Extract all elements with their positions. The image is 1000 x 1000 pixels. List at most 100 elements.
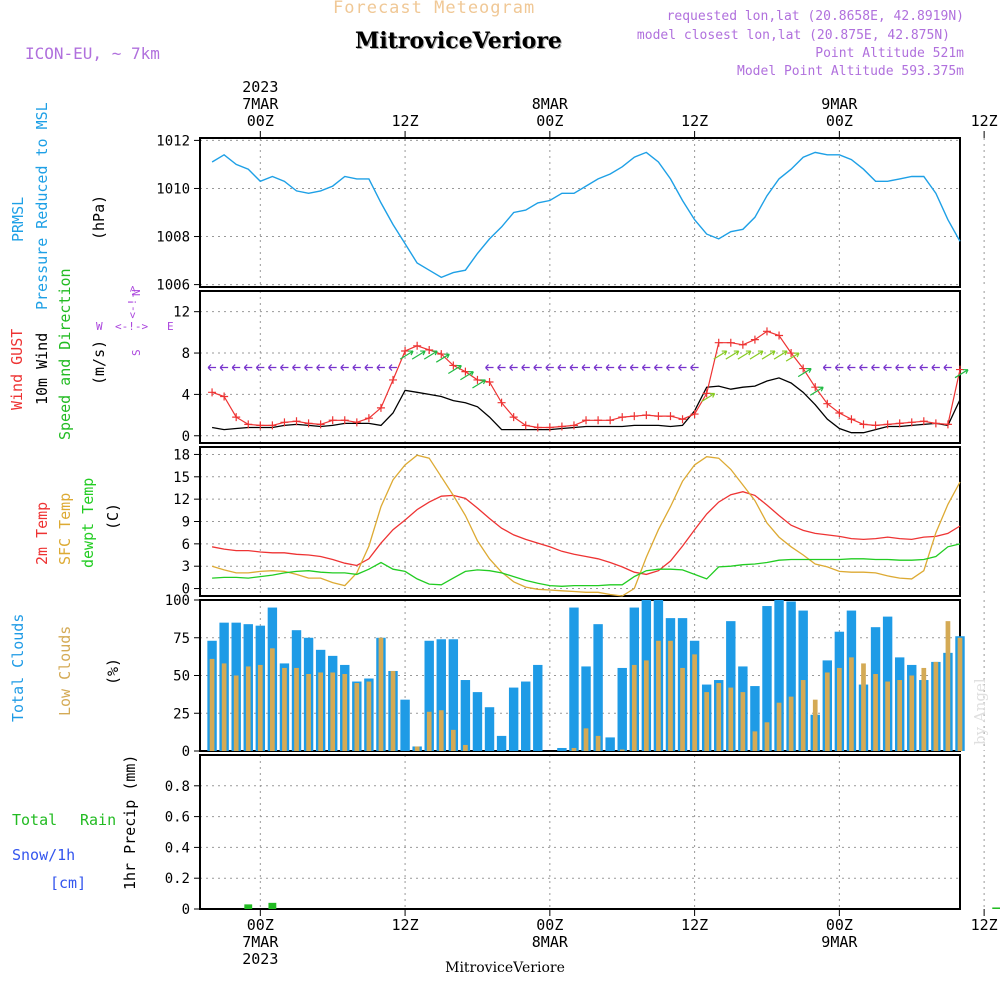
low-cloud-bar [330,672,336,751]
precip-frame [199,754,961,910]
wind-gust-point [292,417,301,426]
wind-gust-point [557,422,566,431]
total-cloud-bar [605,737,615,751]
wind-gust-point [907,418,916,427]
wind-gust-point [497,398,506,407]
y-tick-label: 4 [182,387,190,403]
wind-gust-point [943,420,952,429]
wind-direction-arrow [533,364,542,371]
low-cloud-bar [342,673,348,751]
wind-direction-arrow [472,379,486,389]
watermark: by Angel [971,678,989,745]
top-time-label: 9MAR [821,95,858,113]
low-cloud-bar [450,729,456,751]
wind-direction-arrow [847,364,856,371]
top-time-label: 12Z [392,112,419,130]
low-cloud-bar [873,673,878,751]
clouds-panel: 0 25 50 75 100 [165,593,985,760]
wind-direction-arrow [725,350,740,360]
pressure-panel: 1006 1008 1010 1012 [156,133,985,294]
wind-direction-arrow [581,364,591,371]
requested-coords: requested lon,lat (20.8658E, 42.8919N) [666,9,964,24]
low-cloud-bar [438,710,444,751]
wind-gust-point [847,415,856,424]
wind-gust-point [690,410,699,419]
low-cloud-bar [595,735,601,751]
low-cloud-bar [306,673,311,751]
low-cloud-bar [390,670,396,751]
y-tick-label: 0.2 [165,871,190,887]
wind-gust-point [931,419,940,428]
wind-direction-arrow [943,364,952,371]
low-cloud-bar [619,749,625,751]
y-tick-label: 0 [182,429,190,445]
low-cloud-bar [631,664,637,751]
wind-direction-arrow [207,364,217,371]
total-cloud-bar [400,699,410,751]
wind-gust-line [211,330,961,429]
wind-direction-arrow [423,350,438,360]
rain-bar [268,902,277,909]
low-cloud-bar [209,658,215,751]
wind-gust-point [799,364,808,373]
wind-direction-arrow [352,364,361,371]
wind-gust-point [775,331,784,340]
wind-gust-point [485,377,494,386]
precip-unit: 1hr Precip (mm) [121,755,139,890]
wind-gust-point [268,421,277,430]
wind-direction-label: Speed and Direction [56,268,74,440]
temp-2m-label: 2m Temp [33,502,51,565]
wind-gust-point [919,417,928,426]
wind-gust-point [678,415,687,424]
wind-frame [199,290,961,444]
y-tick-label: 8 [182,346,190,362]
y-tick-label: 1012 [156,133,190,149]
low-cloud-bar [861,663,866,751]
top-time-label: 00Z [247,112,274,130]
wind-gust-point [304,419,313,428]
temp-dewpt-line [212,543,961,587]
bottom-time-label: 9MAR [821,933,858,951]
low-cloud-bar [294,667,299,751]
total-cloud-bar [774,600,784,751]
wind-gust-point [280,418,289,427]
top-time-label: 00Z [536,112,563,130]
wind-direction-arrow [761,350,776,360]
y-tick-label: 0 [182,582,190,598]
place-title: MitroviceVeriore [355,28,562,54]
wind-direction-arrow [364,364,373,371]
low-cloud-bar [824,672,830,751]
wind-gust-point [364,414,373,423]
wind-gust-point [244,420,253,429]
wind-gust-point [533,423,542,432]
total-cloud-bar [533,664,543,751]
total-cloud-bar [448,639,459,751]
low-cloud-bar [643,660,649,751]
wind-gust-point [328,416,337,425]
low-cloud-bar [933,661,939,751]
wind-direction-arrow [328,364,337,371]
y-tick-label: 0.8 [165,779,190,795]
low-cloud-bar [849,657,854,751]
temp-frame [199,446,961,597]
low-cloud-bar [668,640,673,751]
wind-gust-point [618,413,627,422]
wind-direction-arrow [859,364,868,371]
wind-direction-arrow [737,350,752,360]
total-cloud-bar [726,621,736,751]
y-tick-label: 25 [173,706,190,722]
bottom-time-label: 00Z [536,916,563,934]
wind-gust-point [232,413,241,422]
wind-gust-point [702,389,711,398]
forecast-title: Forecast Meteogram [333,0,536,18]
wind-gust-point [823,399,832,408]
wind-direction-arrow [617,364,627,371]
wind-gust-point [569,421,578,430]
low-cloud-bar [257,664,263,751]
total-cloud-bar [750,686,760,751]
y-tick-label: 6 [182,537,190,553]
total-cloud-bar [460,680,471,751]
wind-gust-point [859,420,868,429]
bottom-time-label: 00Z [247,916,274,934]
wind-direction-arrow [666,364,675,371]
